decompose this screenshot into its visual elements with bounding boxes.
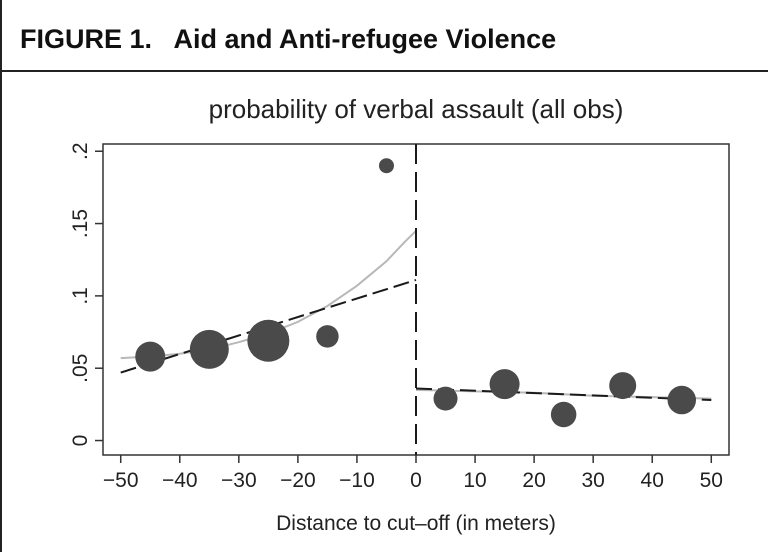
data-point	[316, 325, 339, 348]
left-border	[0, 0, 2, 552]
figure-label: FIGURE 1.	[20, 24, 153, 54]
data-point	[135, 341, 166, 372]
chart-title: probability of verbal assault (all obs)	[209, 94, 624, 124]
plot-area: −50 −40 −30 −20 −10 0 10 20 30 40 50 0 .05 .1 .15 .2	[69, 142, 730, 492]
data-point	[247, 319, 290, 362]
x-tick-label: 50	[700, 469, 723, 492]
figure-header: FIGURE 1. Aid and Anti-refugee Violence	[0, 0, 768, 72]
x-tick-label: −50	[103, 469, 139, 492]
data-point	[189, 329, 229, 369]
x-tick-label: −20	[280, 469, 316, 492]
linear-fit-line-right	[415, 387, 712, 402]
data-point	[667, 385, 697, 415]
x-tick-label: 10	[463, 469, 486, 492]
header-rule	[0, 70, 768, 72]
data-point	[489, 369, 520, 400]
x-tick-label: −30	[221, 469, 257, 492]
x-tick-label: 0	[410, 469, 422, 492]
figure-title: FIGURE 1. Aid and Anti-refugee Violence	[20, 24, 556, 55]
figure-caption: Aid and Anti-refugee Violence	[173, 24, 557, 54]
x-tick-label: 40	[641, 469, 664, 492]
x-axis-title: Distance to cut–off (in meters)	[276, 512, 556, 535]
x-tick-label: 30	[581, 469, 604, 492]
y-tick-label: 0	[69, 435, 92, 447]
data-point	[550, 401, 577, 428]
data-point	[378, 158, 394, 174]
y-tick-label: .15	[69, 209, 92, 238]
x-tick-label: −10	[339, 469, 375, 492]
data-point	[433, 386, 458, 411]
data-point	[609, 372, 637, 400]
y-tick-label: .1	[69, 287, 92, 305]
x-tick-label: −40	[162, 469, 198, 492]
chart: probability of verbal assault (all obs) …	[69, 94, 730, 535]
x-tick-label: 20	[522, 469, 545, 492]
y-tick-label: .2	[69, 142, 92, 160]
y-tick-label: .05	[69, 354, 92, 383]
